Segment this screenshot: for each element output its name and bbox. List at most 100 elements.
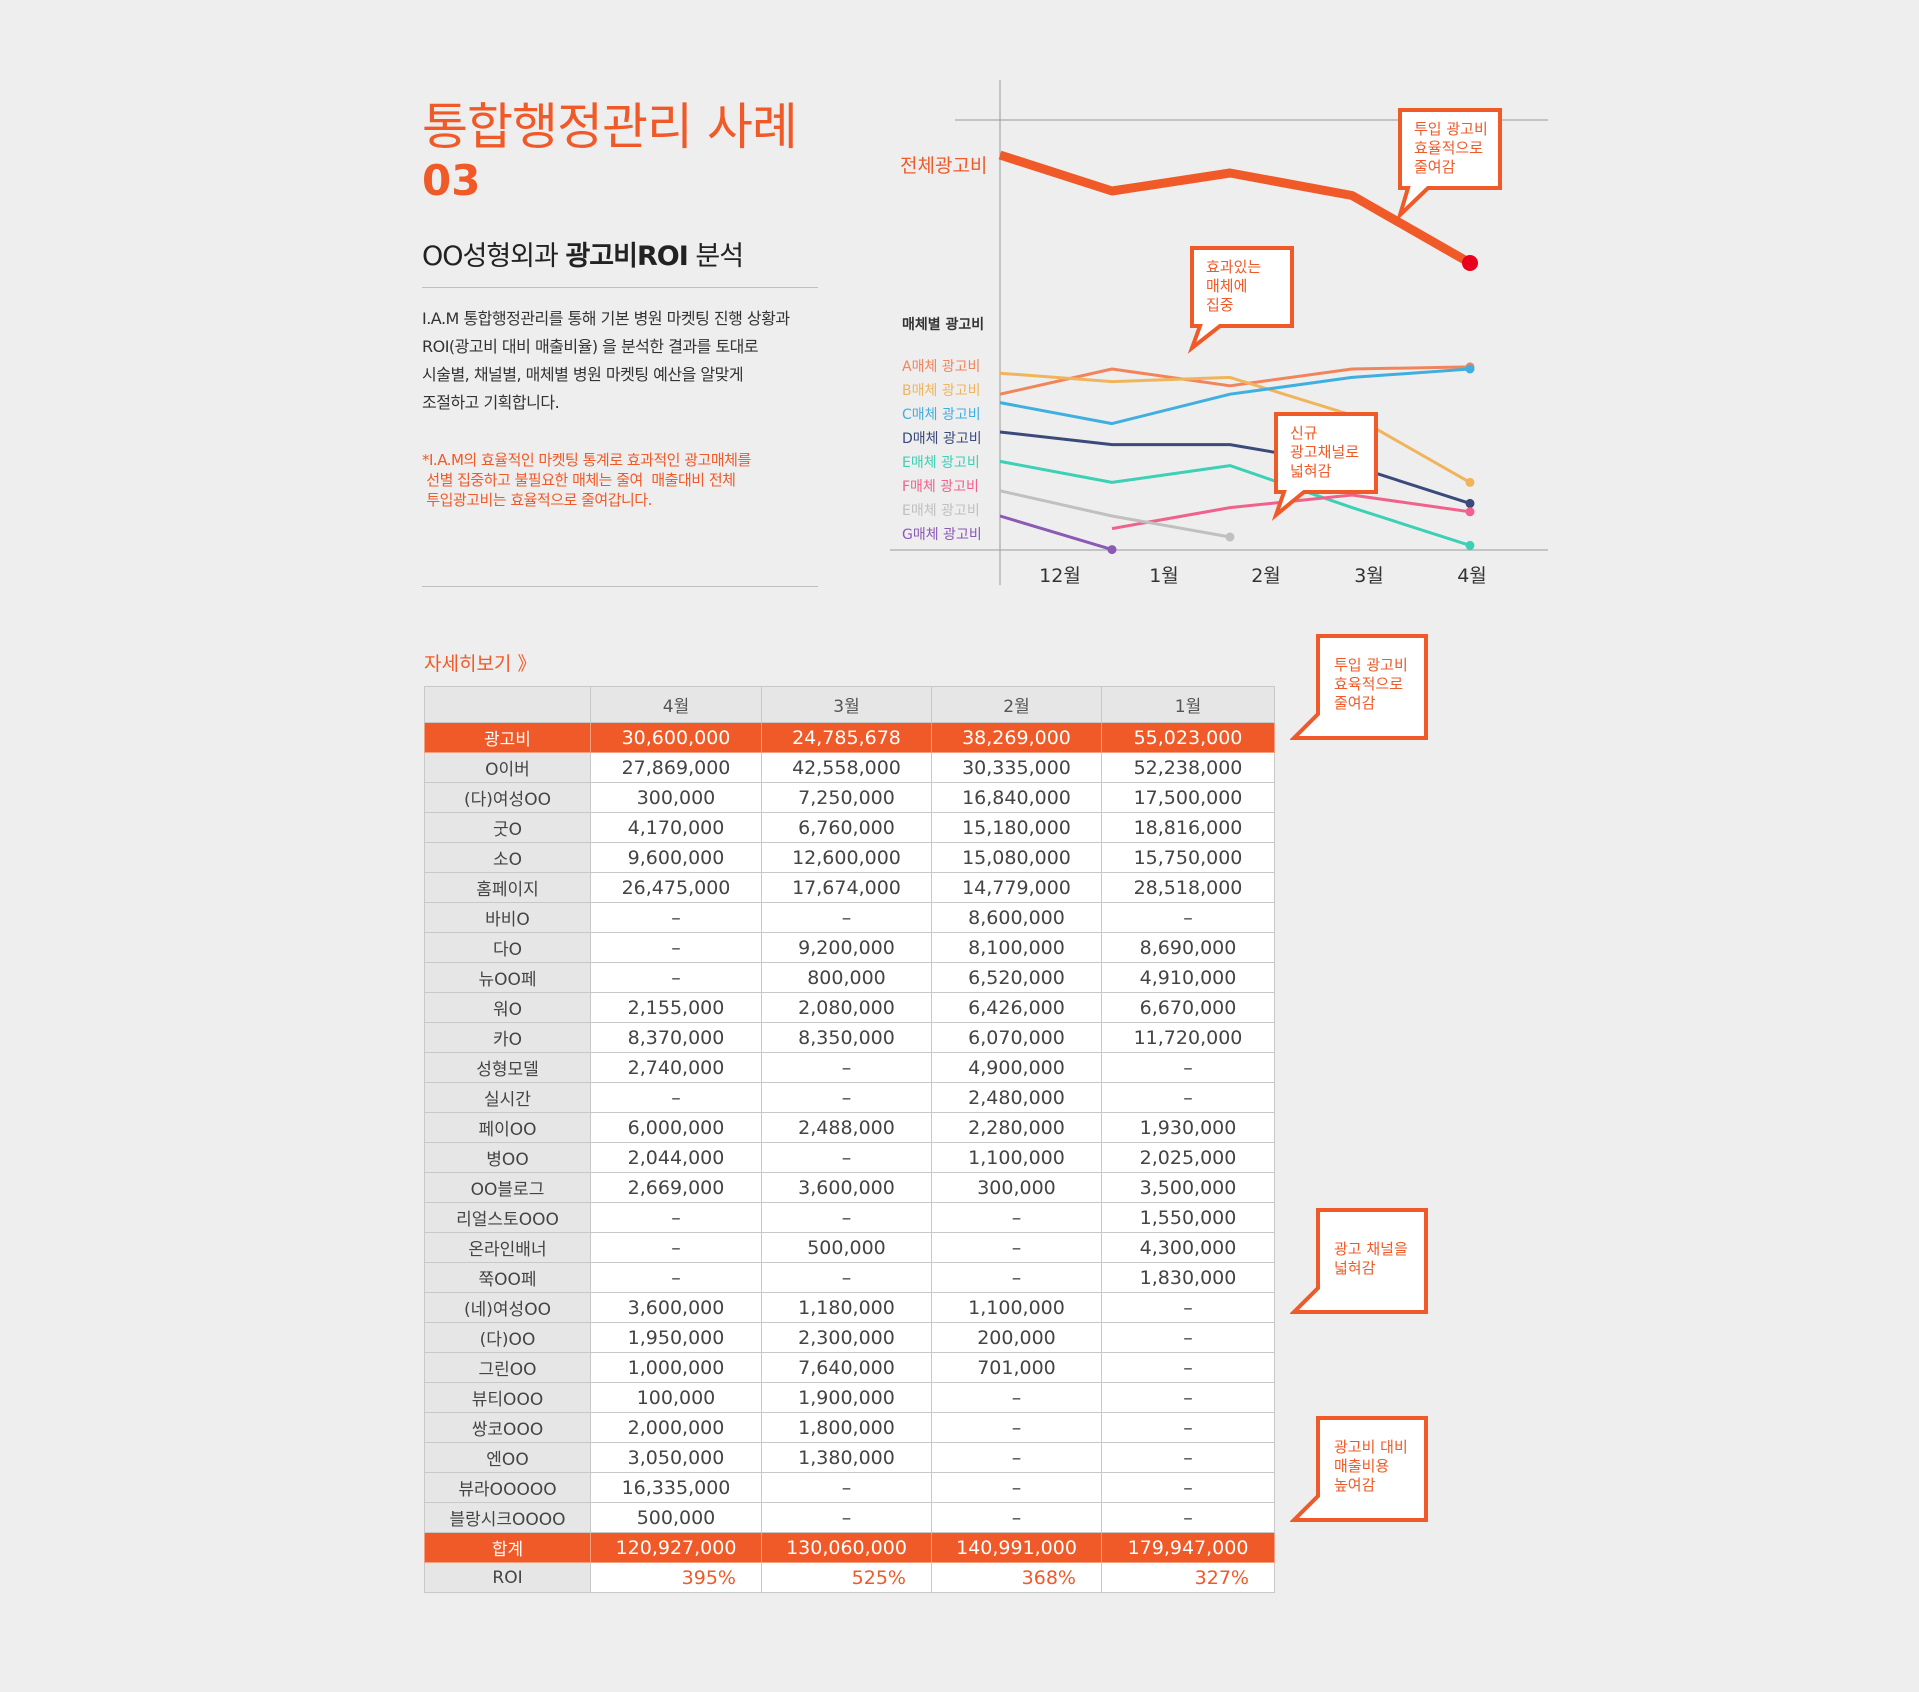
table-cell: 1,950,000 <box>590 1322 762 1353</box>
callout-line: 효율적으로 <box>1414 139 1483 157</box>
table-cell: – <box>1101 1412 1275 1443</box>
description-line: 조절하고 기획합니다. <box>422 393 560 412</box>
side-callout-text: 광고 채널을 넓혀감 <box>1334 1240 1408 1278</box>
table-cell: – <box>1101 1082 1275 1113</box>
table-cell: – <box>1101 1322 1275 1353</box>
table-cell: 15,180,000 <box>931 812 1102 843</box>
table-row: 그린OO 1,000,000 7,640,000 701,000– <box>424 1352 1275 1383</box>
series-line <box>999 514 1113 552</box>
table-cell: – <box>1101 902 1275 933</box>
row-label: 리얼스토OOO <box>424 1202 591 1233</box>
table-cell: 2,740,000 <box>590 1052 762 1083</box>
table-cell: 7,250,000 <box>761 782 932 813</box>
callout-bubble <box>1271 412 1378 522</box>
table-cell: 12,600,000 <box>761 842 932 873</box>
table-cell: 55,023,000 <box>1101 722 1275 753</box>
row-label: 굿O <box>424 812 591 843</box>
row-label: (네)여성OO <box>424 1292 591 1323</box>
row-label: 홈페이지 <box>424 872 591 903</box>
column-header: 1월 <box>1101 686 1275 723</box>
table-cell: – <box>1101 1472 1275 1503</box>
table-cell: – <box>931 1502 1102 1533</box>
table-row: 블랑시크OOOO 500,000– – – <box>424 1502 1275 1533</box>
row-label: 워O <box>424 992 591 1023</box>
table-cell: – <box>761 902 932 933</box>
series-end-point <box>1465 477 1475 487</box>
table-row: (다)OO 1,950,000 2,300,000 200,000– <box>424 1322 1275 1353</box>
callout-line: 광고 채널을 <box>1334 1240 1408 1258</box>
table-cell: – <box>761 1472 932 1503</box>
table-row: OO블로그 2,669,000 3,600,000 300,000 3,500,000 <box>424 1172 1275 1203</box>
legend-label: A매체 광고비 <box>902 359 980 375</box>
table-cell: 7,640,000 <box>761 1352 932 1383</box>
legend-label: B매체 광고비 <box>902 383 980 399</box>
series-line <box>999 459 1471 547</box>
roi-row: ROI 395% 525% 368% 327% <box>424 1562 1275 1593</box>
table-cell: – <box>1101 1502 1275 1533</box>
row-label: 쌍코OOO <box>424 1412 591 1443</box>
table-cell: – <box>590 1202 762 1233</box>
table-cell: – <box>1101 1292 1275 1323</box>
table-cell: – <box>590 1082 762 1113</box>
table-cell: 1,800,000 <box>761 1412 932 1443</box>
table-cell: 1,180,000 <box>761 1292 932 1323</box>
more-link[interactable]: 자세히보기 》 <box>424 653 537 675</box>
legend-label: G매체 광고비 <box>902 527 982 543</box>
table-cell: 701,000 <box>931 1352 1102 1383</box>
callout-bubble <box>1187 246 1294 354</box>
table-row: 엔OO 3,050,000 1,380,000– – <box>424 1442 1275 1473</box>
table-cell: 3,050,000 <box>590 1442 762 1473</box>
callout-line: 집중 <box>1206 296 1234 314</box>
table-row: 카O 8,370,000 8,350,000 6,070,000 11,720,000 <box>424 1022 1275 1053</box>
row-label: 병OO <box>424 1142 591 1173</box>
table-row: 뷰티OOO 100,000 1,900,000– – <box>424 1382 1275 1413</box>
table-cell: 2,280,000 <box>931 1112 1102 1143</box>
row-label: 합계 <box>424 1532 591 1563</box>
table-row: 뉴OO페 –800,000 6,520,000 4,910,000 <box>424 962 1275 993</box>
table-row: 뷰라OOOOO 16,335,000– – – <box>424 1472 1275 1503</box>
legend-label: F매체 광고비 <box>902 479 979 495</box>
callout-line: 넓혀감 <box>1334 1259 1376 1277</box>
table-cell: 120,927,000 <box>590 1532 762 1563</box>
row-label: 그린OO <box>424 1352 591 1383</box>
row-label: 소O <box>424 842 591 873</box>
legend-label: D매체 광고비 <box>902 431 982 447</box>
series-end-point <box>1462 255 1478 271</box>
x-tick-label: 1월 <box>1149 565 1179 587</box>
table-cell: 52,238,000 <box>1101 752 1275 783</box>
table-cell: – <box>931 1232 1102 1263</box>
row-label: OO블로그 <box>424 1172 591 1203</box>
x-tick-label: 12월 <box>1039 565 1081 587</box>
table-cell: – <box>761 1202 932 1233</box>
note-line: 선별 집중하고 불필요한 매체는 줄여 매출대비 전체 <box>422 471 736 489</box>
table-cell: 2,480,000 <box>931 1082 1102 1113</box>
callout-line: 광고비 대비 <box>1334 1438 1408 1456</box>
table-cell: 130,060,000 <box>761 1532 932 1563</box>
table-cell: 6,426,000 <box>931 992 1102 1023</box>
table-cell: 300,000 <box>931 1172 1102 1203</box>
series-end-point <box>1465 540 1475 550</box>
total-series-label: 전체광고비 <box>900 155 987 177</box>
table-cell: 18,816,000 <box>1101 812 1275 843</box>
table-cell: 8,600,000 <box>931 902 1102 933</box>
note-line: 투입광고비는 효율적으로 줄여갑니다. <box>422 491 652 509</box>
table-cell: – <box>1101 1352 1275 1383</box>
legend-label: C매체 광고비 <box>902 407 981 423</box>
row-label: 카O <box>424 1022 591 1053</box>
table-cell: 2,488,000 <box>761 1112 932 1143</box>
table-cell: 300,000 <box>590 782 762 813</box>
row-label: 쭉OO페 <box>424 1262 591 1293</box>
row-label: 뷰티OOO <box>424 1382 591 1413</box>
sum-row: 합계 120,927,000 130,060,000 140,991,000 179,9… <box>424 1532 1275 1563</box>
series-line <box>999 367 1471 426</box>
table-cell: – <box>931 1412 1102 1443</box>
table-cell: 8,370,000 <box>590 1022 762 1053</box>
table-cell: 24,785,678 <box>761 722 932 753</box>
table-cell: – <box>761 1142 932 1173</box>
table-cell: 500,000 <box>761 1232 932 1263</box>
table-cell: 38,269,000 <box>931 722 1102 753</box>
description-line: I.A.M 통합행정관리를 통해 기본 병원 마켓팅 진행 상황과 <box>422 309 790 328</box>
callout-line: 매출비용 <box>1334 1457 1390 1475</box>
table-cell: 17,500,000 <box>1101 782 1275 813</box>
table-cell: 11,720,000 <box>1101 1022 1275 1053</box>
